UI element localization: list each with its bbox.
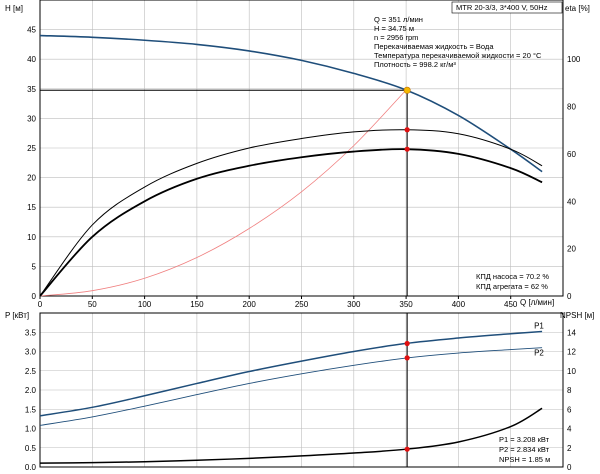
pump-efficiency-marker — [404, 127, 410, 133]
top-y-tick-label: 0 — [32, 292, 37, 301]
x-tick-label: 100 — [138, 300, 152, 309]
top-y2-tick-label: 20 — [567, 245, 576, 254]
tick-labels: 0 50 100 150 200 250 300 350 400 4500510152025303… — [25, 26, 581, 472]
info-line: Температура перекачиваемой жидкости = 20… — [374, 51, 542, 60]
top-y2-axis-title: eta [%] — [565, 4, 590, 13]
info-line: Перекачиваемая жидкость = Вода — [374, 42, 494, 51]
bottom-y-tick-label: 0.0 — [25, 463, 37, 472]
top-y-tick-label: 30 — [27, 114, 36, 123]
top-y2-tick-label: 100 — [567, 55, 581, 64]
npsh-marker — [404, 446, 410, 452]
top-y2-tick-label: 60 — [567, 150, 576, 159]
bottom-y2-tick-label: 6 — [567, 405, 572, 414]
power-label: P1 = 3.208 кВт — [499, 435, 550, 444]
x-tick-label: 300 — [347, 300, 361, 309]
bottom-y-tick-label: 0.5 — [25, 444, 37, 453]
bottom-y2-tick-label: 2 — [567, 444, 572, 453]
x-tick-label: 250 — [295, 300, 309, 309]
grid-lines — [40, 0, 563, 467]
bottom-y-tick-label: 2.0 — [25, 386, 37, 395]
bottom-y-tick-label: 1.0 — [25, 425, 37, 434]
bottom-y2-tick-label: 12 — [567, 348, 576, 357]
info-line: H = 34.75 м — [374, 24, 414, 33]
duty-markers — [40, 86, 411, 467]
top-y-tick-label: 35 — [27, 85, 36, 94]
bottom-y2-tick-label: 10 — [567, 367, 576, 376]
pump-header: MTR 20-3/3, 3*400 V, 50Hz — [456, 3, 548, 12]
unit-efficiency-curve — [39, 148, 543, 297]
top-y2-tick-label: 0 — [567, 292, 572, 301]
x-tick-label: 200 — [243, 300, 257, 309]
top-y-tick-label: 5 — [32, 262, 37, 271]
bottom-y2-tick-label: 0 — [567, 463, 572, 472]
bottom-y-tick-label: 1.5 — [25, 405, 37, 414]
info-line: Плотность = 998.2 кг/м³ — [374, 60, 456, 69]
efficiency-label: КПД насоса = 70.2 % — [476, 272, 549, 281]
top-y-tick-label: 25 — [27, 144, 36, 153]
x-tick-label: 0 — [38, 300, 43, 309]
top-y2-tick-label: 80 — [567, 103, 576, 112]
x-tick-label: 450 — [504, 300, 518, 309]
p2-power-curve — [39, 347, 543, 426]
info-block: Q = 351 л/мин H = 34.75 м n = 2956 rpm П… — [374, 15, 542, 69]
head-curve — [39, 34, 543, 173]
top-y-tick-label: 40 — [27, 55, 36, 64]
efficiency-info: КПД насоса = 70.2 % КПД агрегата = 62 % — [476, 272, 549, 291]
power-label: NPSH = 1.85 м — [499, 455, 550, 464]
top-y-tick-label: 15 — [27, 203, 36, 212]
x-tick-label: 350 — [399, 300, 413, 309]
bottom-y2-tick-label: 8 — [567, 386, 572, 395]
efficiency-label: КПД агрегата = 62 % — [476, 282, 548, 291]
npsh-curve — [39, 407, 543, 464]
x-tick-label: 50 — [88, 300, 97, 309]
top-y-tick-label: 45 — [27, 26, 36, 35]
unit-efficiency-marker — [404, 146, 410, 152]
top-y-axis-title: H [м] — [5, 4, 23, 13]
p1-marker — [404, 340, 410, 347]
p2-series-label: P2 — [534, 349, 544, 358]
x-axis-title: Q [л/мин] — [520, 298, 554, 307]
x-tick-label: 150 — [190, 300, 204, 309]
bottom-y2-tick-label: 14 — [567, 328, 576, 337]
info-line: n = 2956 rpm — [374, 33, 418, 42]
p1-power-curve — [39, 330, 543, 417]
bottom-y-tick-label: 3.5 — [25, 328, 37, 337]
p2-marker — [404, 355, 410, 361]
power-info: P1 = 3.208 кВт P2 = 2.834 кВт NPSH = 1.8… — [499, 435, 550, 464]
bottom-y2-tick-label: 4 — [567, 425, 572, 434]
duty-point-marker — [403, 86, 411, 94]
top-y2-tick-label: 40 — [567, 197, 576, 206]
bottom-y2-axis-title: NPSH [м] — [560, 311, 594, 320]
top-y-tick-label: 10 — [27, 233, 36, 242]
bottom-panel-frame — [39, 312, 564, 468]
pump-efficiency-curve — [39, 129, 543, 297]
top-y-tick-label: 20 — [27, 174, 36, 183]
pump-header-box — [451, 1, 563, 14]
bottom-y-tick-label: 3.0 — [25, 348, 37, 357]
system-curve — [39, 89, 407, 297]
axes — [39, 0, 564, 468]
series-lines — [39, 34, 543, 464]
p1-series-label: P1 — [534, 321, 544, 330]
bottom-y-tick-label: 2.5 — [25, 367, 37, 376]
power-label: P2 = 2.834 кВт — [499, 445, 550, 454]
bottom-y-axis-title: P [кВт] — [5, 311, 29, 320]
info-line: Q = 351 л/мин — [374, 15, 423, 24]
x-tick-label: 400 — [452, 300, 466, 309]
